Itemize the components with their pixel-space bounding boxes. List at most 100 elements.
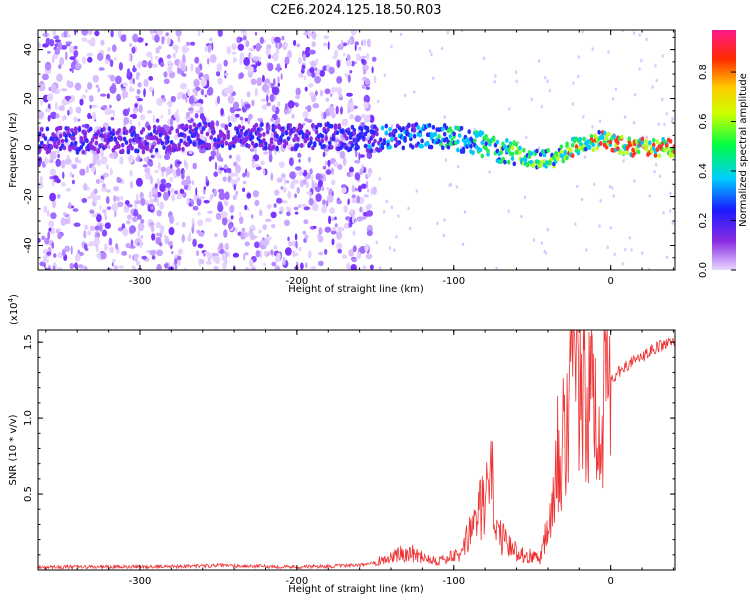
spectrogram-ridge-cell [393, 136, 398, 142]
spectrogram-noise-blob [337, 226, 345, 232]
spectrogram-ridge-cell [200, 129, 204, 135]
spectrogram-noise-blob [177, 248, 183, 255]
spectrogram-noise-blob [266, 94, 269, 103]
spectrogram-noise-blob [515, 70, 518, 74]
spectrogram-noise-blob [75, 106, 82, 114]
spectrogram-ridge-cell [602, 130, 607, 136]
spectrogram-noise-blob [246, 172, 250, 178]
spectrogram-noise-blob [659, 174, 662, 179]
spectrogram-noise-blob [206, 253, 213, 260]
spectrogram-noise-blob [167, 107, 171, 116]
spectrogram-noise-blob [657, 122, 660, 126]
spectrogram-noise-blob [159, 154, 162, 159]
spectrogram-noise-blob [91, 104, 98, 108]
spectrogram-ylabel: Frequency (Hz) [8, 112, 19, 188]
spectrogram-noise-blob [64, 158, 72, 165]
spectrogram-noise-blob [89, 41, 96, 47]
spectrogram-noise-blob [293, 39, 297, 47]
spectrogram-ridge-cell [350, 142, 355, 148]
spectrogram-noise-blob [322, 199, 326, 206]
spectrogram-noise-blob [59, 57, 65, 66]
snr-ylabel: SNR (10 * v/v) [8, 414, 19, 485]
spectrogram-noise-blob [137, 222, 145, 232]
spectrogram-ridge-cell [141, 127, 146, 132]
spectrogram-ridge-cell [318, 122, 323, 128]
spectrogram-noise-blob [197, 30, 201, 37]
spectrogram-noise-blob [96, 52, 104, 62]
spectrogram-ridge-cell [604, 136, 609, 142]
spectrogram-noise-blob [349, 166, 354, 173]
spectrogram-ridge-cell [102, 133, 106, 139]
spectrogram-ridge-cell [410, 144, 415, 150]
spectrogram-noise-blob [278, 149, 281, 154]
spectrogram-noise-blob [44, 237, 50, 245]
spectrogram-noise-blob [515, 79, 518, 84]
spectrogram-noise-blob [92, 213, 97, 218]
spectrogram-noise-blob [86, 165, 89, 174]
spectrogram-noise-blob [334, 216, 337, 221]
spectrogram-ridge-cell [164, 131, 168, 137]
spectrogram-ridge-cell [307, 131, 311, 136]
spectrogram-noise-blob [224, 72, 229, 77]
spectrogram-noise-blob [160, 166, 167, 173]
spectrogram-noise-blob [167, 65, 172, 74]
spectrogram-noise-blob [149, 86, 154, 93]
spectrogram-noise-blob [331, 216, 335, 222]
spectrogram-noise-blob [262, 104, 268, 110]
spectrogram-noise-blob [302, 53, 306, 62]
spectrogram-noise-blob [165, 32, 169, 37]
spectrogram-ridge-cell [335, 130, 340, 136]
colorbar-tick-label: 0.0 [698, 262, 709, 278]
spectrogram-noise-blob [217, 30, 223, 37]
spectrogram-noise-blob [331, 86, 337, 93]
spectrogram-noise-blob [244, 103, 251, 109]
spectrogram-noise-blob [544, 251, 548, 255]
spectrogram-noise-blob [303, 219, 309, 225]
spectrogram-noise-blob [215, 161, 217, 171]
spectrogram-ridge-cell [309, 136, 313, 142]
x-tick-label: 0 [607, 276, 613, 287]
spectrogram-noise-blob [106, 93, 110, 99]
spectrogram-noise-blob [133, 253, 139, 262]
spectrogram-ridge-cell [401, 126, 406, 131]
spectrogram-noise-blob [185, 162, 189, 171]
spectrogram-noise-blob [311, 41, 316, 48]
spectrogram-ridge-cell [198, 122, 202, 127]
y-tick-label: 40 [23, 43, 34, 56]
spectrogram-noise-blob [195, 66, 201, 75]
colorbar: 0.0 0.2 0.4 0.6 0.8 Normalized spectral ampl… [698, 30, 749, 278]
spectrogram-noise-blob [390, 205, 394, 210]
spectrogram-ridge-cell [469, 143, 473, 149]
spectrogram-noise-blob [546, 79, 549, 83]
spectrogram-noise-blob [249, 148, 255, 152]
spectrogram-noise-blob [57, 41, 63, 51]
spectrogram-noise-blob [77, 249, 80, 253]
spectrogram-noise-blob [178, 59, 182, 68]
spectrogram-noise-blob [163, 71, 168, 78]
spectrogram-noise-blob [150, 55, 153, 64]
spectrogram-noise-blob [110, 167, 112, 176]
spectrogram-noise-blob [61, 248, 66, 257]
spectrogram-ridge-cell [665, 142, 669, 148]
spectrogram-noise-blob [332, 55, 337, 59]
spectrogram-noise-blob [324, 248, 328, 255]
spectrogram-noise-blob [244, 252, 249, 256]
spectrogram-ridge-cell [471, 150, 475, 156]
spectrogram-noise-blob [328, 215, 332, 225]
spectrogram-noise-blob [362, 68, 367, 75]
colorbar-gradient [712, 30, 736, 270]
spectrogram-noise-blob [285, 180, 290, 184]
spectrogram-ridge-cell [314, 129, 319, 135]
spectrogram-ridge-cell [378, 137, 383, 143]
spectrogram-noise-blob [393, 248, 396, 252]
spectrogram-noise-blob [349, 70, 353, 74]
spectrogram-noise-blob [198, 196, 206, 200]
spectrogram-noise-blob [350, 102, 355, 112]
spectrogram-noise-blob [144, 199, 149, 206]
spectrogram-noise-blob [113, 265, 118, 270]
spectrogram-ridge-cell [254, 142, 259, 148]
spectrogram-noise-blob [399, 32, 403, 37]
spectrogram-ridge-cell [352, 130, 357, 136]
spectrogram-ridge-cell [382, 139, 387, 145]
spectrogram-noise-blob [166, 36, 171, 46]
